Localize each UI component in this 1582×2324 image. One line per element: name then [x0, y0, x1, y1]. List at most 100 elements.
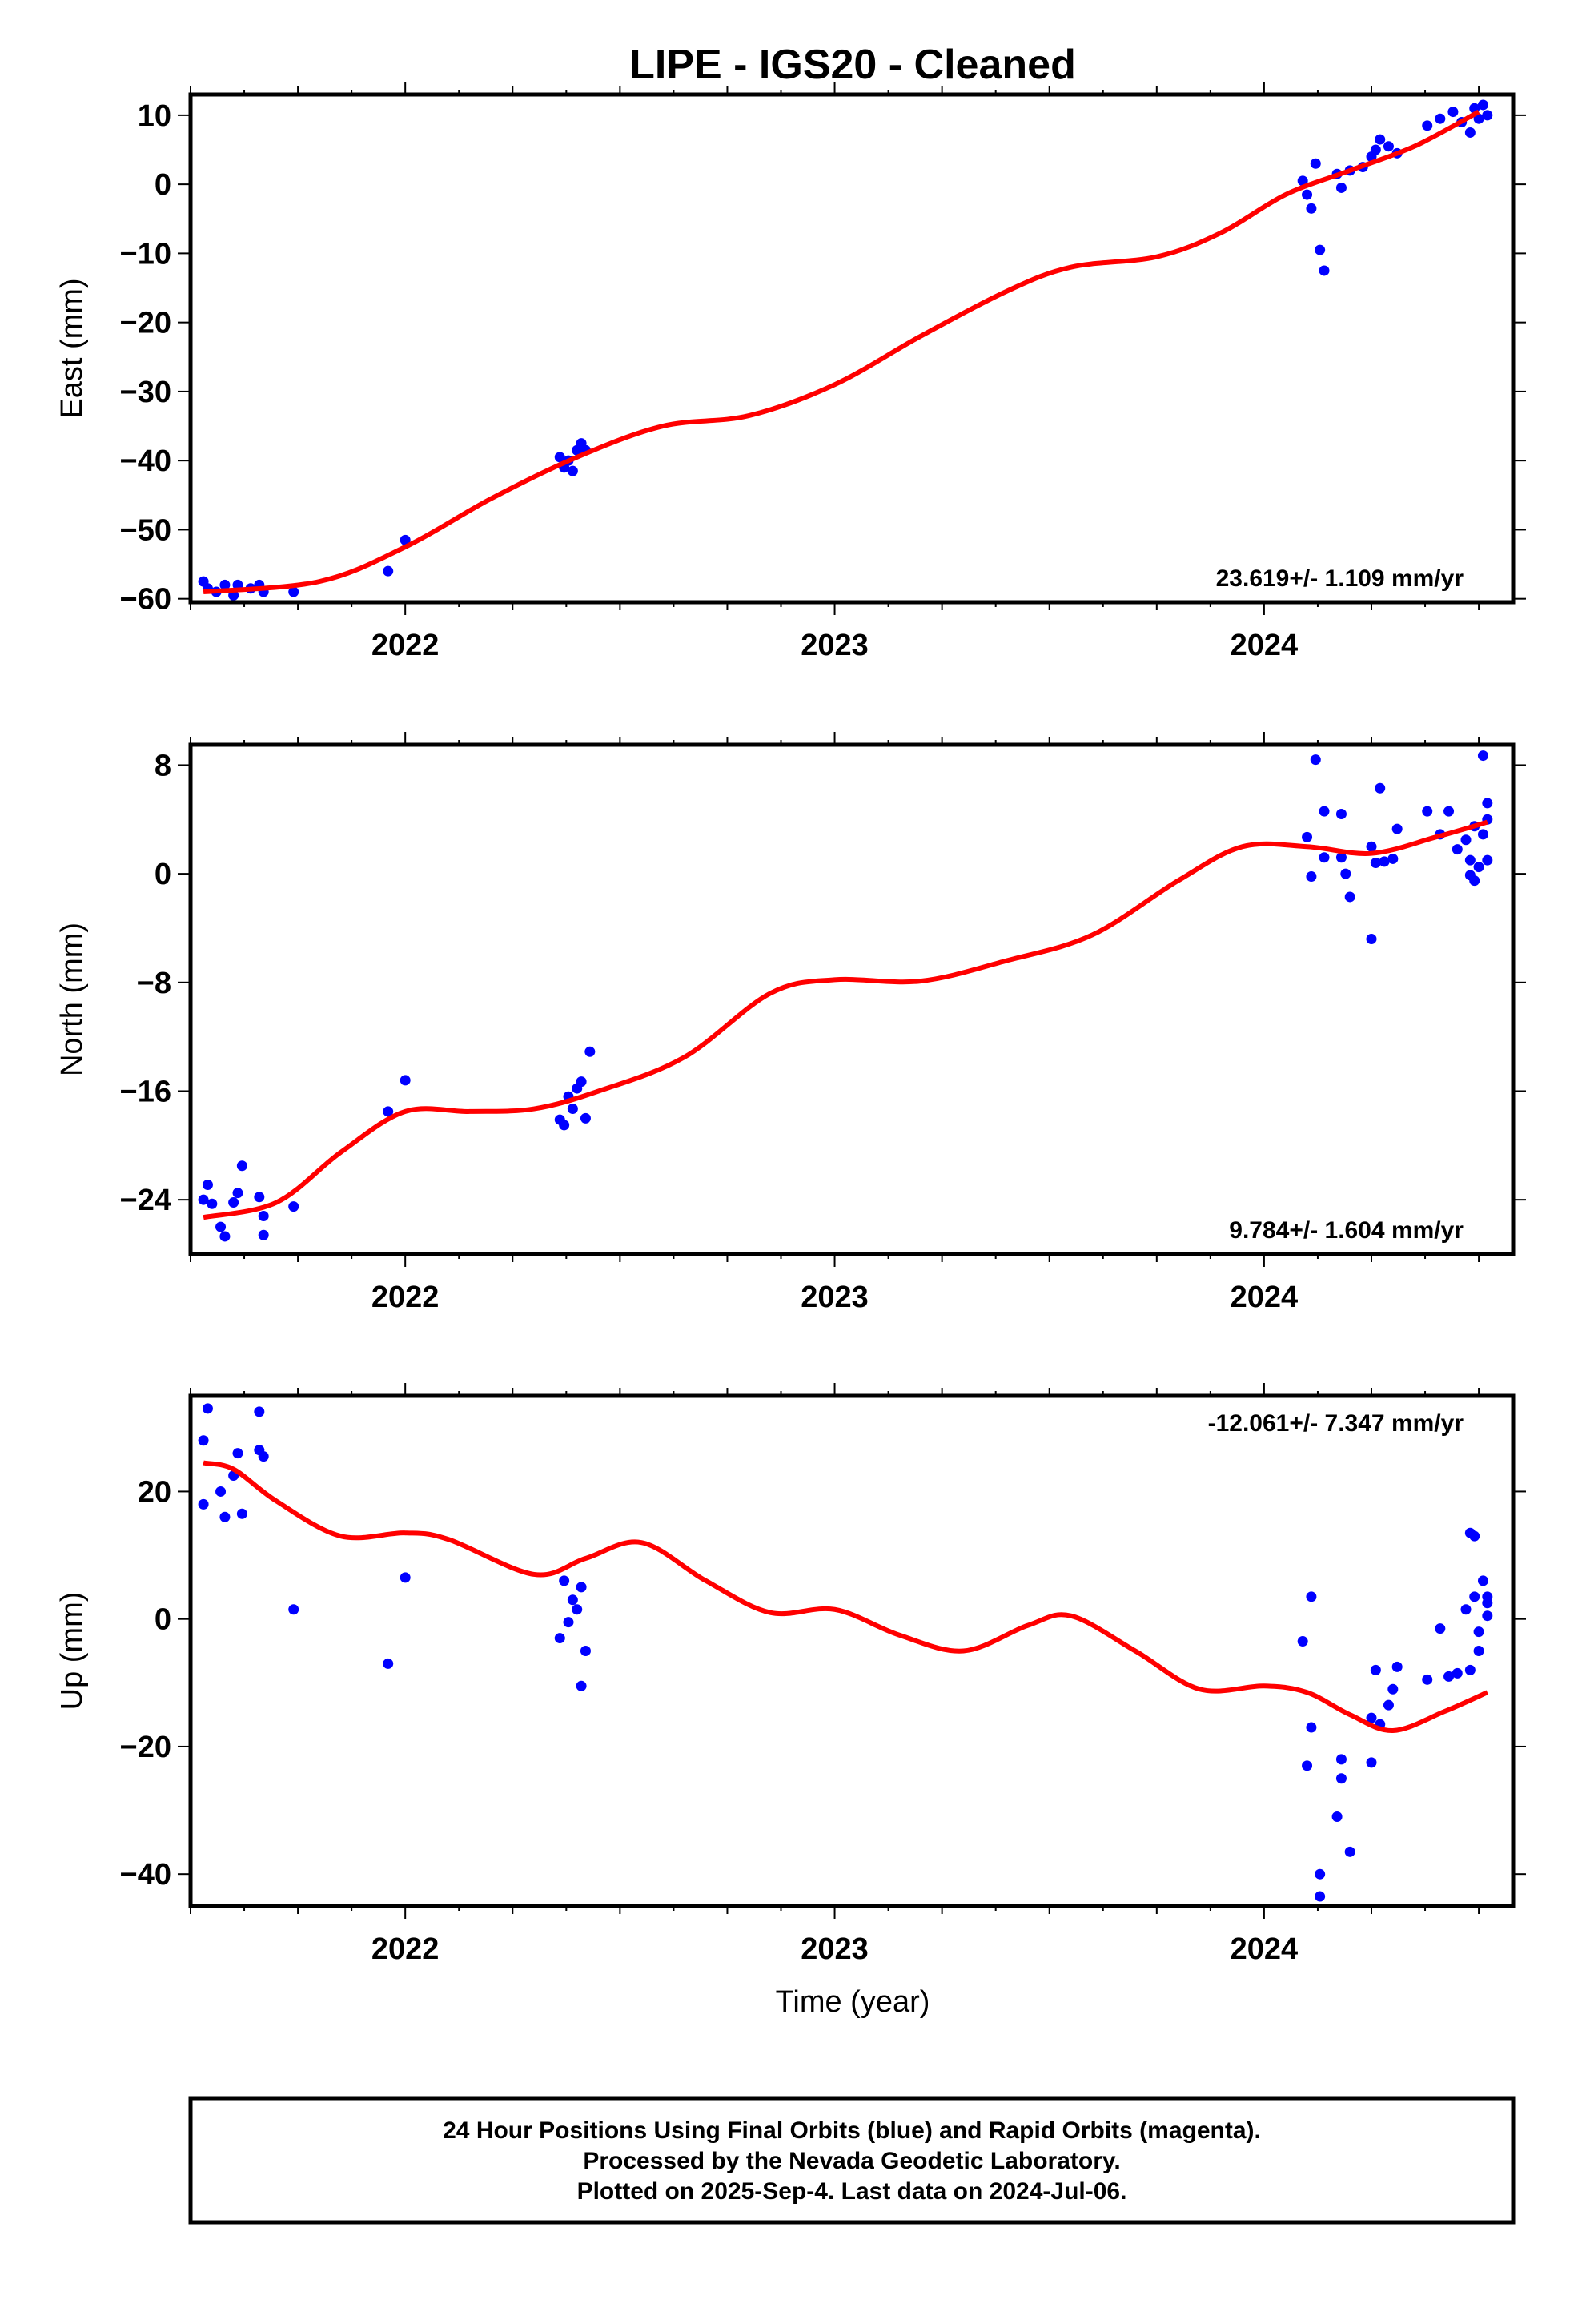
- data-point: [202, 1180, 213, 1191]
- data-point: [559, 1575, 570, 1586]
- footer-line-1: 24 Hour Positions Using Final Orbits (bl…: [443, 2117, 1261, 2144]
- data-point: [383, 1106, 394, 1117]
- data-point: [1435, 1623, 1446, 1634]
- data-point: [1477, 829, 1488, 840]
- data-point: [576, 1076, 587, 1088]
- x-tick-label: 2022: [371, 1932, 440, 1966]
- x-axis-label: Time (year): [776, 1985, 930, 2019]
- data-point: [232, 1188, 243, 1199]
- data-point: [1370, 144, 1381, 155]
- data-point: [254, 1406, 265, 1417]
- data-point: [580, 1112, 591, 1124]
- data-point: [1464, 1664, 1476, 1675]
- data-point: [580, 1646, 591, 1656]
- data-point: [215, 1221, 227, 1232]
- data-point: [1340, 868, 1351, 879]
- data-point: [567, 1104, 578, 1115]
- data-point: [1379, 856, 1390, 867]
- y-axis-label-north: North (mm): [55, 923, 89, 1076]
- data-point: [254, 1192, 265, 1203]
- data-point: [1366, 934, 1377, 945]
- y-tick-label: 8: [155, 749, 171, 782]
- data-point: [1319, 852, 1330, 863]
- y-tick-label: −10: [120, 237, 171, 271]
- data-point: [1297, 1636, 1308, 1647]
- chart-title: LIPE - IGS20 - Cleaned: [629, 42, 1076, 88]
- data-point: [1387, 853, 1399, 864]
- points-up: [198, 1403, 1493, 1902]
- y-tick-label: −60: [120, 583, 171, 617]
- data-point: [288, 1201, 299, 1212]
- data-point: [1482, 854, 1493, 866]
- y-tick-label: 0: [155, 858, 171, 891]
- data-point: [1335, 1754, 1347, 1765]
- data-point: [1460, 1604, 1472, 1615]
- data-point: [383, 565, 394, 577]
- data-point: [1370, 858, 1381, 869]
- data-point: [1306, 1591, 1317, 1602]
- data-point: [1319, 806, 1330, 817]
- data-point: [1344, 891, 1355, 903]
- data-point: [236, 1160, 247, 1172]
- rate-label-north: 9.784+/- 1.604 mm/yr: [1229, 1217, 1464, 1244]
- y-tick-label: 10: [138, 99, 171, 133]
- y-tick-label: −40: [120, 444, 171, 478]
- data-point: [288, 1604, 299, 1615]
- fit-line-north: [203, 819, 1488, 1220]
- plot-frame-up: [188, 1393, 1516, 1908]
- data-point: [219, 1511, 231, 1522]
- data-point: [207, 1198, 218, 1209]
- data-point: [576, 1680, 587, 1691]
- data-point: [1435, 113, 1446, 124]
- x-tick-label: 2023: [801, 1932, 869, 1966]
- data-point: [1469, 875, 1480, 887]
- data-point: [383, 1658, 394, 1669]
- data-point: [1482, 1610, 1493, 1622]
- data-point: [1447, 107, 1459, 118]
- data-point: [567, 465, 578, 476]
- rate-label-up: -12.061+/- 7.347 mm/yr: [1208, 1410, 1464, 1437]
- plot-frame-north: [188, 742, 1516, 1256]
- y-tick-label: −16: [120, 1075, 171, 1108]
- data-point: [1302, 831, 1313, 842]
- data-point: [1477, 1575, 1488, 1586]
- fit-line-east: [203, 109, 1480, 595]
- data-point: [1302, 1760, 1313, 1771]
- data-point: [1482, 1591, 1493, 1602]
- y-tick-label: 0: [155, 168, 171, 202]
- y-tick-label: −30: [120, 376, 171, 409]
- x-tick-label: 2022: [371, 1281, 440, 1314]
- data-point: [554, 1633, 565, 1644]
- points-east: [198, 99, 1493, 601]
- data-point: [1464, 854, 1476, 866]
- data-point: [1335, 1773, 1347, 1784]
- data-point: [1366, 841, 1377, 852]
- data-point: [1473, 1626, 1484, 1638]
- data-point: [1383, 1699, 1394, 1711]
- data-point: [1315, 1868, 1326, 1880]
- data-point: [1335, 852, 1347, 863]
- data-point: [1315, 244, 1326, 255]
- data-point: [1473, 862, 1484, 873]
- data-point: [198, 1435, 209, 1446]
- data-point: [1422, 1674, 1433, 1685]
- data-point: [1344, 1846, 1355, 1857]
- data-point: [1482, 798, 1493, 809]
- data-point: [1469, 1591, 1480, 1602]
- data-point: [1460, 834, 1472, 846]
- data-point: [1452, 844, 1463, 855]
- data-point: [219, 1231, 231, 1242]
- data-point: [1473, 113, 1484, 124]
- data-point: [1310, 754, 1321, 766]
- x-tick-label: 2022: [371, 629, 440, 662]
- y-axis-label-up: Up (mm): [55, 1592, 89, 1711]
- data-point: [1306, 871, 1317, 883]
- x-tick-label: 2024: [1231, 1281, 1299, 1314]
- data-point: [1443, 806, 1455, 817]
- data-point: [1331, 1811, 1343, 1823]
- data-point: [1335, 182, 1347, 193]
- data-point: [572, 1604, 583, 1615]
- data-point: [236, 1508, 247, 1519]
- y-tick-label: −20: [120, 307, 171, 340]
- panels: 2022 2023 2024 10 0 −10 −20 −30 −40 −50 −60 East (m…: [55, 82, 1526, 1966]
